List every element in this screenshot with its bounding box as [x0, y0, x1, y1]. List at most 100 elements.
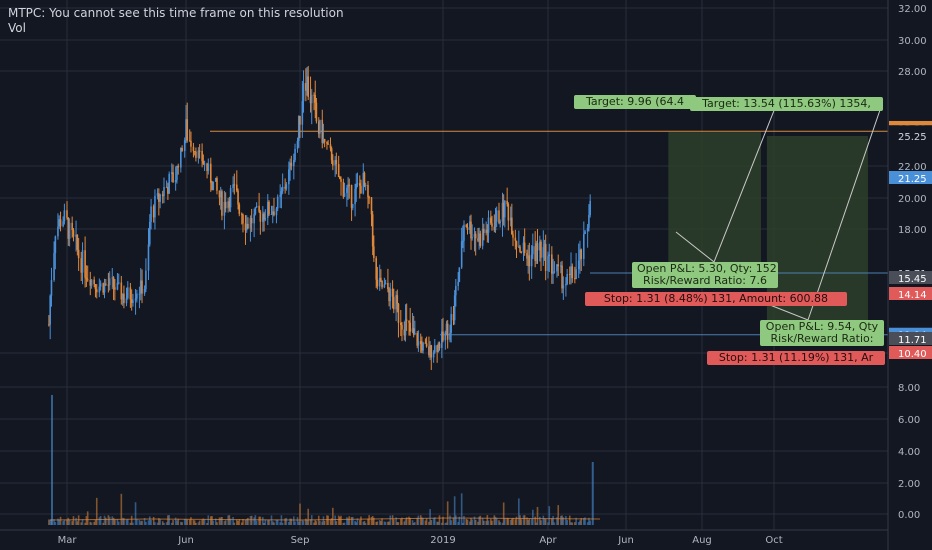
candle-body-142 [299, 116, 301, 125]
candle-body-13 [71, 222, 73, 231]
candle-body-222 [430, 345, 433, 358]
volume-bar-311 [579, 520, 581, 525]
candle-body-71 [176, 165, 178, 181]
price-badge: 15.45 [898, 274, 927, 285]
price-axis[interactable]: 32.00 30.00 28.00 22.00 20.00 18.00 10.40 8.00 6… [887, 0, 932, 550]
position2-target-label[interactable]: Target: 13.54 (115.63%) 1354, [690, 97, 883, 111]
candle-body-313 [583, 234, 585, 259]
candle-body-110 [244, 223, 247, 231]
position2-pl-label[interactable]: Open P&L: 9.54, Qty Risk/Reward Ratio: [760, 320, 884, 346]
price-tick-label: 8.00 [898, 383, 920, 394]
candle-body-192 [381, 280, 383, 288]
candle-body-188 [375, 257, 377, 280]
candle-body-27 [95, 289, 98, 293]
volume-bar-130 [279, 522, 281, 525]
price-badge-bg-5 [889, 271, 932, 284]
volume-bar-55 [147, 520, 150, 525]
volume-bar-85 [201, 519, 203, 525]
candle-body-96 [219, 191, 222, 198]
volume-bar-133 [284, 518, 286, 525]
volume-bar-170 [346, 517, 348, 525]
candle-body-307 [571, 266, 574, 279]
candle-body-134 [285, 184, 288, 189]
candle-body-42 [123, 293, 125, 304]
time-tick-label: 2019 [430, 535, 455, 546]
candle-body-47 [132, 300, 134, 303]
volume-bar-132 [281, 522, 284, 525]
volume-bar-75 [183, 518, 186, 525]
symbol-title[interactable]: MTPC: You cannot see this time frame on … [8, 6, 344, 20]
candle-body-53 [143, 288, 146, 294]
volume-bar-202 [397, 522, 400, 525]
candle-body-211 [412, 328, 415, 335]
candle-body-128 [275, 208, 278, 216]
volume-bar-258 [490, 518, 492, 525]
position1-pl-label[interactable]: Open P&L: 5.30, Qty: 152 Risk/Reward Rat… [632, 262, 778, 288]
candle-body-107 [238, 204, 241, 214]
candle-body-69 [172, 172, 174, 183]
volume-bar-184 [368, 515, 370, 525]
volume-bar-203 [400, 518, 402, 525]
price-badge: 25.25 [898, 132, 927, 143]
candle-body-118 [258, 205, 260, 212]
volume-bar-219 [425, 518, 428, 525]
volume-bar-276 [519, 515, 521, 525]
volume-bar-11 [67, 517, 70, 525]
time-axis[interactable]: Mar Jun Sep 2019 Apr Jun Aug Oct [0, 529, 888, 546]
volume-bar-196 [388, 521, 390, 525]
volume-bar-152 [315, 521, 318, 525]
candle-body-63 [161, 194, 164, 197]
position1-stop-label[interactable]: Stop: 1.31 (8.48%) 131, Amount: 600.88 [585, 292, 847, 306]
volume-bar-236 [453, 496, 456, 525]
volume-bar-89 [207, 515, 210, 525]
target-zone-1 [668, 132, 762, 278]
candle-body-292 [544, 243, 547, 271]
candle-body-92 [212, 181, 215, 191]
candle-body-191 [380, 277, 382, 281]
candle-body-205 [403, 329, 406, 336]
volume-bar-28 [98, 517, 101, 525]
volume-bar-56 [148, 516, 151, 525]
volume-bar-261 [494, 516, 497, 525]
candle-body-258 [490, 217, 492, 224]
candle-body-65 [165, 187, 168, 189]
volume-bar-277 [520, 519, 522, 525]
candle-body-39 [117, 282, 120, 284]
volume-bar-25 [93, 521, 95, 525]
candle-body-220 [428, 346, 430, 356]
volume-bar-50 [138, 519, 141, 525]
candle-body-34 [108, 278, 111, 286]
volume-bar-209 [409, 517, 411, 525]
volume-bar-34 [108, 516, 111, 525]
candle-body-271 [511, 217, 513, 235]
candle-body-18 [80, 258, 83, 273]
volume-bar-217 [422, 518, 424, 525]
volume-bar-262 [495, 518, 498, 525]
candle-body-29 [99, 283, 102, 287]
volume-bar-221 [429, 509, 431, 525]
candle-body-152 [315, 102, 318, 122]
candle-body-241 [462, 240, 464, 242]
candle-body-77 [186, 119, 189, 141]
volume-legend[interactable]: Vol [8, 21, 26, 35]
candle-body-193 [383, 284, 386, 288]
volume-bar-245 [469, 521, 471, 525]
candle-body-40 [120, 282, 123, 300]
position2-stop-label[interactable]: Stop: 1.31 (11.19%) 131, Ar [707, 351, 885, 365]
candle-body-32 [105, 283, 107, 285]
volume-bar-14 [72, 516, 75, 525]
volume-bar-63 [161, 521, 164, 525]
volume-bar-140 [296, 517, 299, 525]
candle-body-223 [432, 352, 435, 358]
volume-bar-160 [329, 519, 332, 525]
candle-body-287 [536, 243, 539, 251]
candle-body-146 [306, 76, 308, 91]
candle-body-209 [409, 322, 411, 332]
volume-bar-155 [321, 521, 324, 525]
candle-body-121 [263, 213, 265, 220]
candle-body-48 [134, 298, 137, 301]
volume-bar-127 [273, 522, 275, 525]
volume-bar-253 [481, 517, 484, 525]
position1-target-label[interactable]: Target: 9.96 (64.4 [574, 95, 696, 109]
